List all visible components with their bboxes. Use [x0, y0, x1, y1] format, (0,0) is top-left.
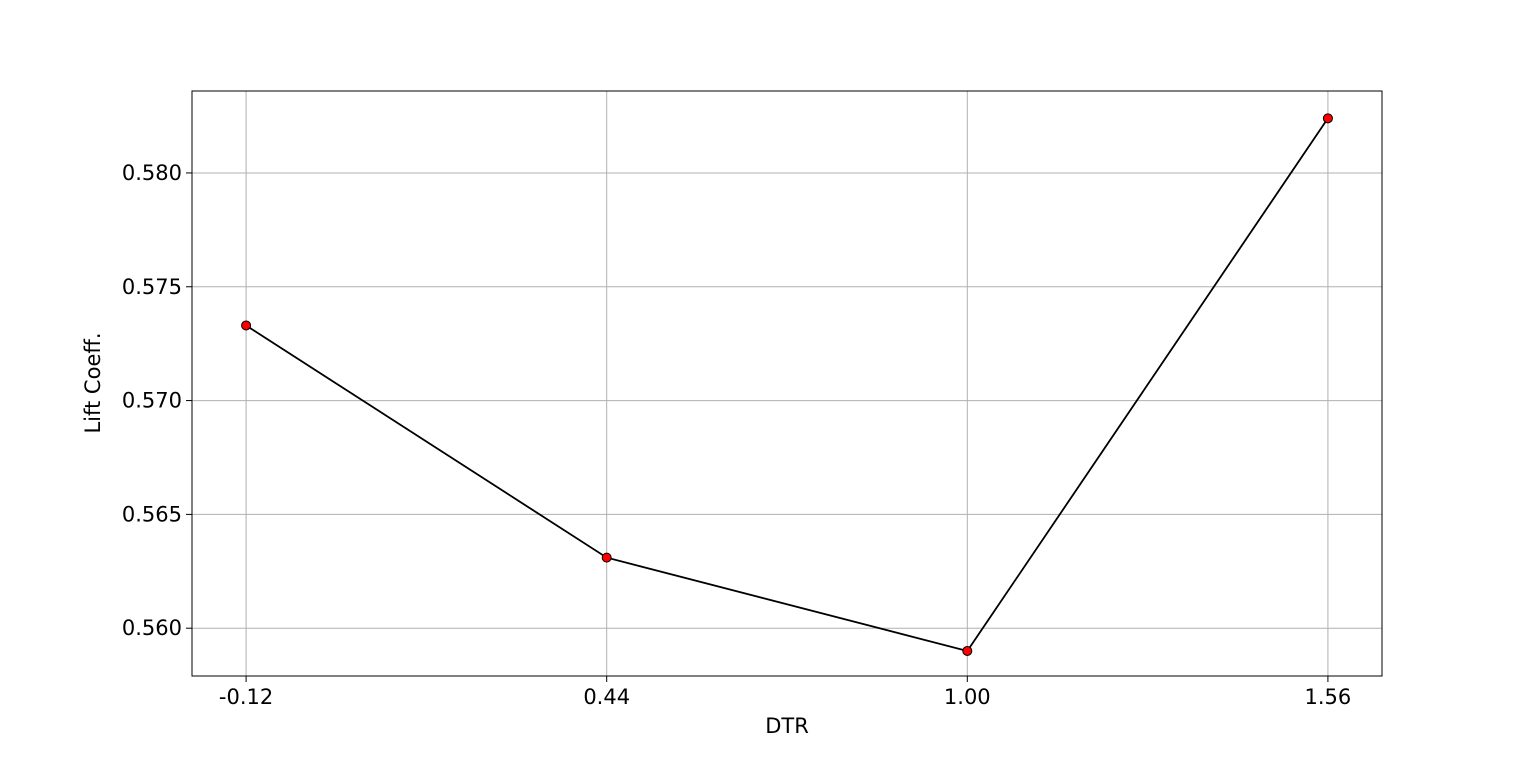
series-line — [245, 117, 1329, 653]
x-tick-label: 0.44 — [583, 685, 630, 709]
data-point — [241, 320, 252, 331]
data-point — [1322, 113, 1333, 124]
x-axis-title: DTR — [765, 714, 809, 738]
y-tick-label: 0.565 — [122, 502, 182, 526]
x-tick-label: -0.12 — [219, 685, 273, 709]
series-layer — [241, 113, 1333, 656]
y-tick-label: 0.570 — [122, 389, 182, 413]
data-point — [962, 645, 973, 656]
y-tick-label: 0.560 — [122, 616, 182, 640]
x-tick-label: 1.00 — [944, 685, 991, 709]
grid-layer — [192, 91, 1382, 676]
plot-frame — [191, 90, 1383, 677]
data-point — [601, 552, 612, 563]
tick-layer — [186, 172, 1329, 682]
label-layer: -0.12 0.44 1.00 1.56 0.560 0.565 0.570 0.575 0.5… — [122, 161, 1351, 709]
x-tick-label: 1.56 — [1305, 685, 1352, 709]
y-axis-title: Lift Coeff. — [81, 332, 105, 433]
y-tick-label: 0.580 — [122, 161, 182, 185]
y-tick-label: 0.575 — [122, 275, 182, 299]
